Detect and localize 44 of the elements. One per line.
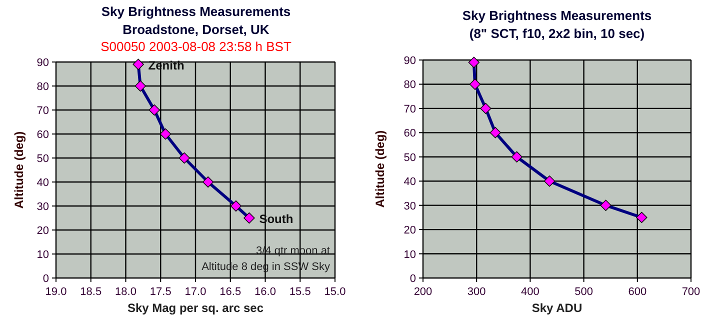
x-tick-label: 15.0 <box>324 286 346 298</box>
y-tick-label: 50 <box>404 152 416 164</box>
x-tick-label: 16.5 <box>220 286 242 298</box>
y-tick-label: 80 <box>36 81 49 93</box>
y-tick-label: 90 <box>36 57 49 69</box>
y-tick-label: 20 <box>36 225 49 237</box>
x-tick-label: 18.0 <box>115 286 136 298</box>
y-tick-label: 40 <box>36 177 49 189</box>
x-tick-label: 400 <box>521 286 540 298</box>
y-tick-label: 0 <box>42 273 49 285</box>
x-axis-title: Sky ADU <box>532 301 582 315</box>
x-tick-label: 300 <box>467 286 486 298</box>
y-tick-label: 20 <box>404 224 416 237</box>
x-tick-label: 17.0 <box>184 286 206 298</box>
y-tick-label: 40 <box>404 176 416 188</box>
chart-subtitle: Broadstone, Dorset, UK <box>122 22 270 37</box>
y-tick-label: 90 <box>404 55 416 67</box>
y-tick-label: 70 <box>404 103 416 116</box>
y-tick-label: 70 <box>36 105 49 117</box>
y-tick-label: 50 <box>36 153 49 165</box>
x-tick-label: 16.0 <box>254 286 276 298</box>
x-tick-label: 18.5 <box>80 286 102 298</box>
x-tick-label: 200 <box>414 286 432 298</box>
x-tick-label: 700 <box>682 286 700 298</box>
x-tick-label: 17.5 <box>150 286 172 298</box>
y-tick-label: 60 <box>36 129 49 141</box>
y-axis-title: Altitude (deg) <box>373 130 387 208</box>
text: S00050 2003-08-08 23:58 h BST <box>100 39 292 54</box>
y-tick-label: 10 <box>404 248 416 261</box>
x-tick-label: 600 <box>628 286 647 298</box>
chart-title: Sky Brightness Measurements <box>462 8 652 23</box>
y-tick-label: 30 <box>36 201 49 213</box>
x-tick-label: 15.5 <box>289 286 311 298</box>
y-axis-title: Altitude (deg) <box>12 131 26 209</box>
chart-subtitle: (8" SCT, f10, 2x2 bin, 10 sec) <box>469 26 645 41</box>
y-tick-label: 30 <box>404 200 416 212</box>
y-tick-label: 0 <box>410 273 416 285</box>
y-tick-label: 80 <box>404 79 416 92</box>
x-axis-title: Sky Mag per sq. arc sec <box>127 301 264 315</box>
chart-title: Sky Brightness Measurements <box>101 4 291 19</box>
y-tick-label: 10 <box>36 249 49 261</box>
y-tick-label: 60 <box>404 128 416 140</box>
x-tick-label: 500 <box>574 286 593 298</box>
x-tick-label: 19.0 <box>45 286 67 298</box>
